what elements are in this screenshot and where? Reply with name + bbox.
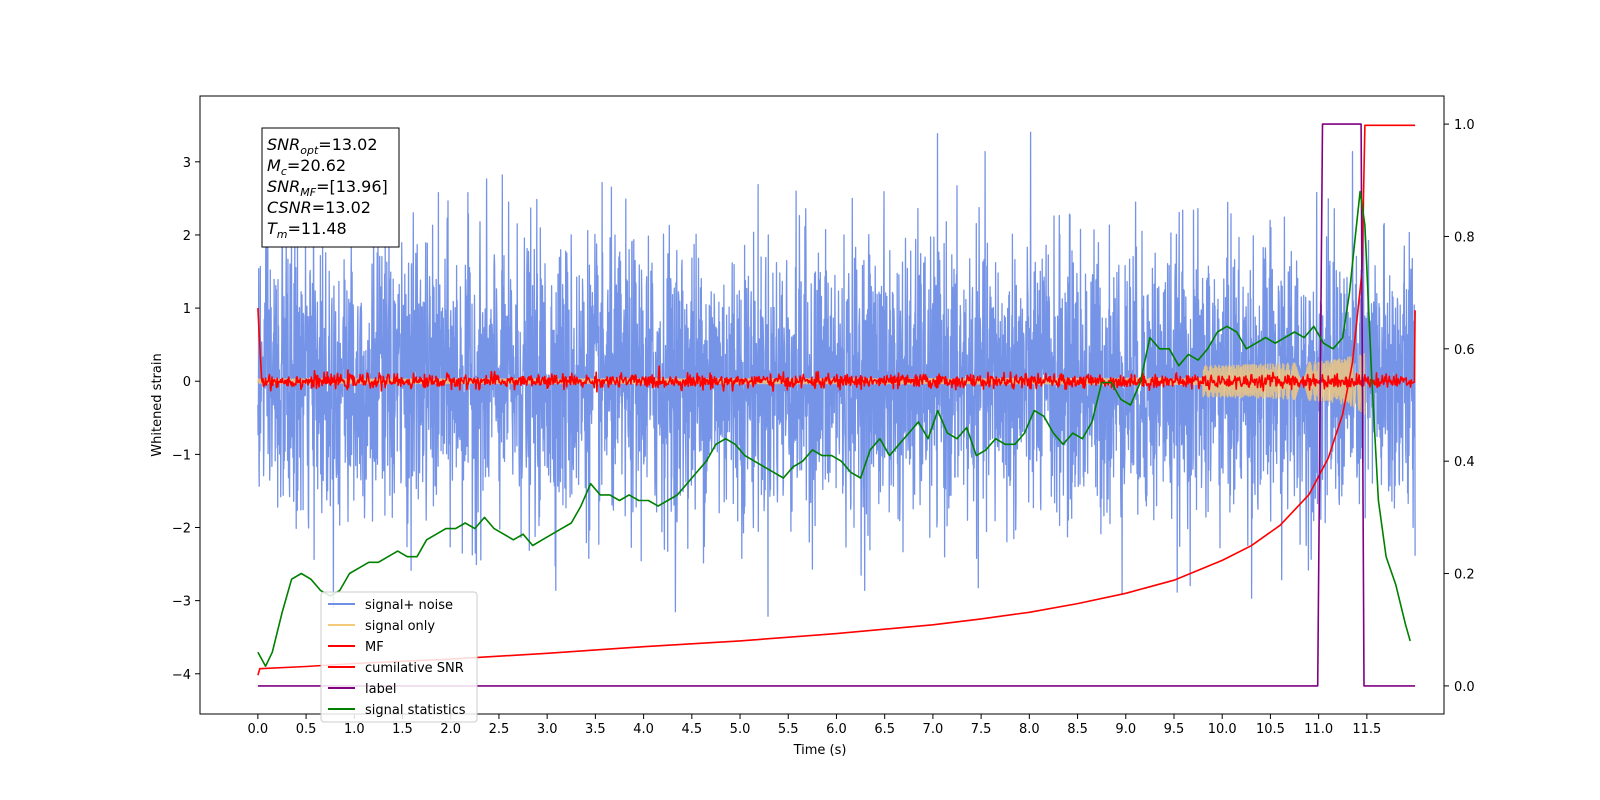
y-tick-label: −2	[172, 522, 191, 537]
annotation-line: SNRopt=13.02	[267, 135, 378, 157]
annotation-frame	[261, 127, 400, 248]
x-tick-label: 10.5	[1256, 722, 1285, 737]
y2-tick-label: 0.6	[1454, 343, 1475, 358]
plot-series	[257, 123, 1416, 687]
y2-tick-label: 0.2	[1454, 568, 1475, 583]
x-tick-label: 1.0	[344, 722, 365, 737]
x-axis-label: Time (s)	[793, 743, 847, 758]
annotation-line: Mc=20.62	[267, 156, 346, 178]
x-tick-label: 1.5	[392, 722, 413, 737]
legend-frame	[320, 591, 478, 723]
annotation-line: Tm=11.48	[267, 219, 347, 241]
x-tick-label: 11.5	[1352, 722, 1381, 737]
x-tick-label: 3.0	[537, 722, 558, 737]
x-tick-label: 8.5	[1067, 722, 1088, 737]
series-cumilative-snr	[257, 124, 1416, 676]
legend-label: signal statistics	[365, 703, 466, 718]
x-tick-label: 2.5	[489, 722, 510, 737]
x-tick-label: 9.5	[1164, 722, 1185, 737]
x-tick-label: 0.5	[296, 722, 317, 737]
y2-tick-label: 0.8	[1454, 230, 1475, 245]
y2-axis: 0.0 0.2 0.4 0.6 0.8 1.0	[1444, 118, 1475, 695]
x-tick-label: 7.0	[923, 722, 944, 737]
series-signal-statistics	[257, 190, 1411, 667]
y2-tick-label: 0.0	[1454, 680, 1475, 695]
y-tick-label: −4	[172, 668, 191, 683]
y-tick-label: 2	[183, 229, 191, 244]
x-tick-label: 6.0	[826, 722, 847, 737]
x-tick-label: 0.0	[248, 722, 269, 737]
y-tick-label: 0	[183, 375, 191, 390]
y-axis-label: Whitened strain	[150, 353, 165, 456]
annotation-line: CSNR=13.02	[267, 198, 371, 217]
legend: signal+ noise signal only MF cumilative SNR…	[320, 591, 478, 723]
y-tick-label: −1	[172, 448, 191, 463]
x-tick-label: 2.0	[440, 722, 461, 737]
legend-label: cumilative SNR	[365, 661, 464, 676]
x-tick-label: 6.5	[874, 722, 895, 737]
x-tick-label: 4.5	[681, 722, 702, 737]
series-label	[257, 123, 1416, 687]
y-tick-label: 1	[183, 302, 191, 317]
x-tick-label: 9.0	[1115, 722, 1136, 737]
y2-tick-label: 0.4	[1454, 455, 1475, 470]
plot-frame	[199, 95, 1445, 715]
y-axis: −4 −3 −2 −1 0 1 2 3	[172, 156, 200, 683]
x-tick-label: 8.0	[1019, 722, 1040, 737]
legend-label: label	[365, 682, 396, 697]
annotation-line: SNRMF=[13.96]	[267, 177, 388, 199]
x-tick-label: 5.0	[730, 722, 751, 737]
x-tick-label: 7.5	[971, 722, 992, 737]
series-mf	[257, 308, 1416, 393]
annotation-box: SNRopt=13.02Mc=20.62SNRMF=[13.96]CSNR=13…	[261, 127, 400, 248]
x-tick-label: 10.0	[1208, 722, 1237, 737]
x-tick-label: 4.0	[633, 722, 654, 737]
legend-label: signal only	[365, 619, 435, 634]
x-tick-label: 5.5	[778, 722, 799, 737]
y-tick-label: −3	[172, 595, 191, 610]
y-tick-label: 3	[183, 156, 191, 171]
legend-label: MF	[365, 640, 384, 655]
legend-label: signal+ noise	[365, 598, 453, 613]
x-tick-label: 3.5	[585, 722, 606, 737]
x-tick-label: 11.0	[1304, 722, 1333, 737]
y2-tick-label: 1.0	[1454, 118, 1475, 133]
x-axis: 0.0 0.5 1.0 1.5 2.0 2.5 3.0 3.5 4.0 4.5 5.0 5.5 6.0 6…	[248, 714, 1381, 737]
